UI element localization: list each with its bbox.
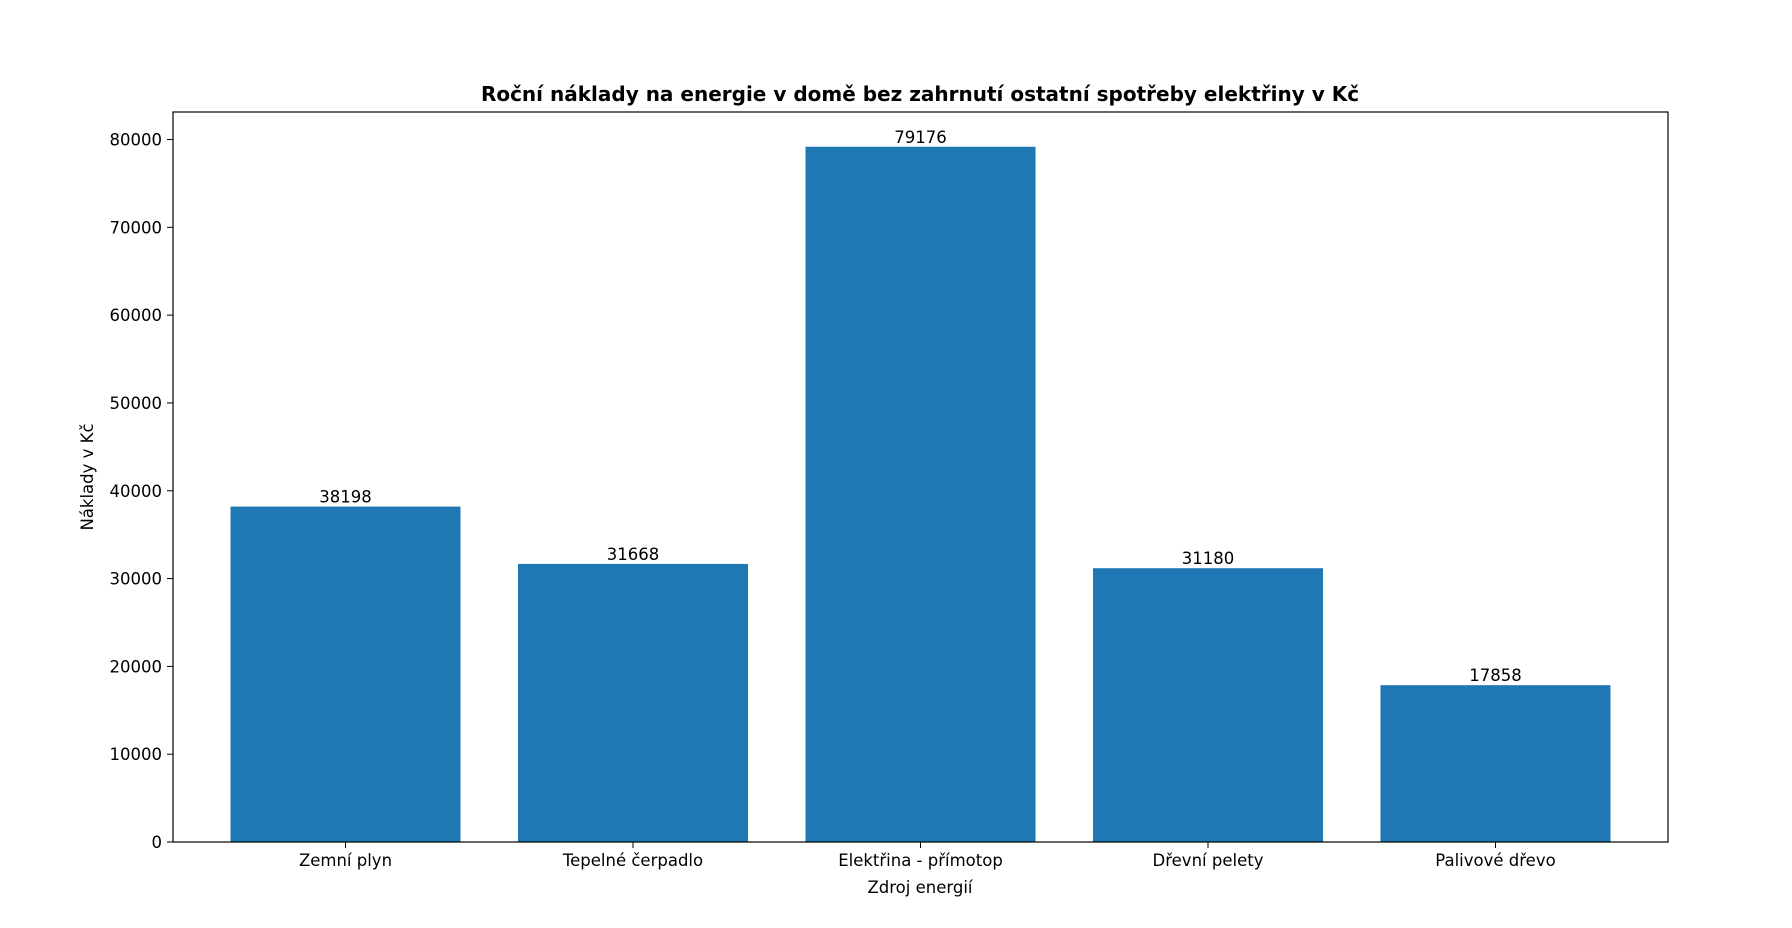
y-tick-label-3: 30000 (110, 570, 163, 589)
y-tick-label-4: 40000 (110, 482, 163, 501)
y-tick-label-1: 10000 (110, 745, 163, 764)
x-tick-label-2: Elektřina - přímotop (838, 851, 1003, 870)
y-tick-label-2: 20000 (110, 657, 163, 676)
y-tick-label-0: 0 (152, 833, 163, 852)
bar-value-label-0: 38198 (319, 488, 372, 507)
chart-title: Roční náklady na energie v domě bez zahr… (481, 82, 1359, 106)
y-tick-label-6: 60000 (110, 306, 163, 325)
bar-4 (1380, 685, 1611, 842)
bar-value-label-1: 31668 (607, 545, 660, 564)
x-axis-label: Zdroj energií (867, 878, 973, 897)
bar-value-labels: 38198 31668 79176 31180 17858 (319, 128, 1522, 685)
bar-value-label-4: 17858 (1469, 666, 1522, 685)
bar-1 (518, 563, 748, 842)
bar-0 (230, 506, 461, 842)
bar-value-label-3: 31180 (1182, 549, 1235, 568)
bar-2 (805, 146, 1036, 842)
bar-value-label-2: 79176 (894, 128, 947, 147)
y-tick-label-8: 80000 (110, 131, 163, 150)
bar-3 (1093, 568, 1323, 842)
bars-group (230, 146, 1611, 842)
x-tick-label-1: Tepelné čerpadlo (562, 851, 703, 870)
x-tick-label-4: Palivové dřevo (1435, 851, 1555, 870)
x-axis-ticks: Zemní plyn Tepelné čerpadlo Elektřina - př… (299, 842, 1556, 870)
y-axis-label: Náklady v Kč (78, 423, 97, 530)
x-tick-label-3: Dřevní pelety (1153, 851, 1264, 870)
y-tick-label-5: 50000 (110, 394, 163, 413)
y-axis-ticks: 0 10000 20000 30000 40000 50000 60000 70000 8000… (110, 131, 173, 852)
y-tick-label-7: 70000 (110, 218, 163, 237)
x-tick-label-0: Zemní plyn (299, 851, 392, 870)
